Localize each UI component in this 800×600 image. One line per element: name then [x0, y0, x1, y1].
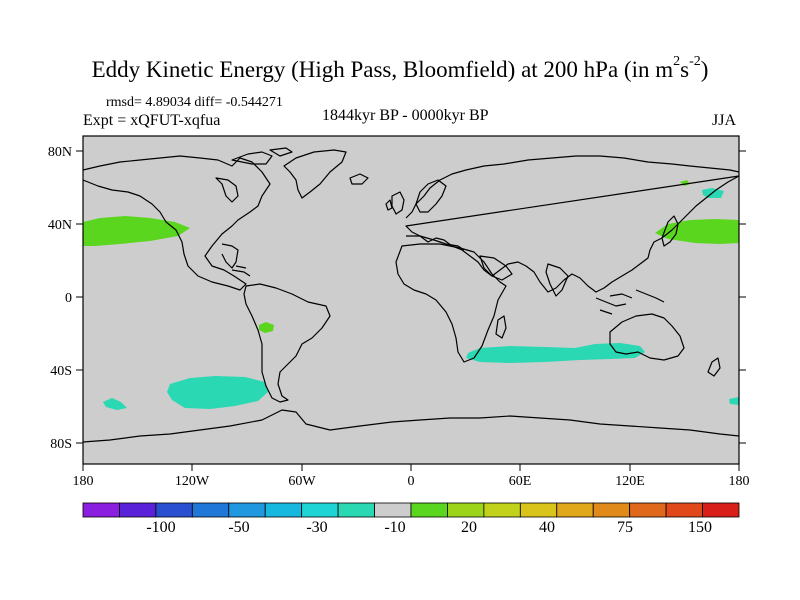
positive-patch-peru [259, 322, 274, 333]
colorbar-cell [301, 502, 339, 518]
chart-title: Eddy Kinetic Energy (High Pass, Bloomfie… [91, 54, 709, 82]
colorbar-cell [702, 502, 740, 518]
coast-caribbean [231, 265, 251, 277]
negative-patch-southeast-pacific-edge [729, 397, 739, 405]
coast-iceland [349, 173, 369, 185]
season-label: JJA [712, 112, 737, 129]
colorbar-cell [556, 502, 594, 518]
colorbar-cell [374, 502, 412, 518]
coastlines [82, 147, 740, 443]
colorbar-label: -30 [306, 519, 328, 536]
colorbar-label: -50 [228, 519, 250, 536]
lat-label: 80S [50, 437, 72, 452]
coast-arctic-islands [231, 147, 293, 165]
colorbar-label: 150 [688, 519, 712, 536]
lat-label: 40S [50, 364, 72, 379]
coast-scandinavia [415, 179, 447, 213]
colorbar-cell [119, 502, 157, 518]
colorbar-cell [82, 502, 120, 518]
latitude-axis: 80N 40N 0 40S 80S [48, 145, 746, 452]
coast-hudson-bay [215, 177, 239, 203]
experiment-label: Expt = xQFUT-xqfua [83, 112, 221, 129]
lon-label: 120W [175, 474, 210, 489]
negative-patch-southwest-pacific [103, 398, 127, 410]
lon-label: 60E [509, 474, 532, 489]
lon-label: 60W [288, 474, 316, 489]
coast-africa [395, 243, 507, 363]
colorbar-cell [410, 502, 448, 518]
colorbar-cell [447, 502, 485, 518]
coast-mediterranean [406, 235, 465, 251]
negative-patch-south-pacific [167, 376, 268, 409]
coast-japan [661, 215, 679, 247]
colorbar-cell [337, 502, 375, 518]
coast-new-zealand [707, 357, 721, 377]
rmsd-diff-text: rmsd= 4.89034 diff= -0.544271 [106, 95, 283, 110]
colorbar-cell [483, 502, 521, 518]
colorbar-label: -10 [384, 519, 406, 536]
lon-label: 0 [408, 474, 415, 489]
coast-south-america [243, 283, 331, 403]
colorbar-label: 40 [539, 519, 555, 536]
coast-madagascar [495, 315, 507, 339]
negative-patch-southern-indian [466, 343, 645, 363]
coast-florida-gulf [221, 243, 239, 269]
coast-british-isles [385, 191, 405, 215]
colorbar-cell [629, 502, 667, 518]
colorbar-cell [665, 502, 703, 518]
colorbar-cell [155, 502, 193, 518]
colorbar-label: -100 [146, 519, 176, 536]
coast-antarctica [82, 409, 740, 443]
time-period-label: 1844kyr BP - 0000kyr BP [322, 107, 489, 124]
coast-australia [609, 313, 685, 361]
colorbar-cell [519, 502, 558, 518]
colorbar-label: 20 [461, 519, 477, 536]
colorbar-cell [228, 502, 266, 518]
colorbar-cell [264, 502, 303, 518]
colorbar-cell [592, 502, 631, 518]
lon-label: 180 [729, 474, 750, 489]
coast-southeast-asia-islands [595, 289, 665, 315]
positive-patch-north-pacific-east [83, 216, 190, 246]
lon-label: 180 [73, 474, 94, 489]
lat-label: 80N [48, 145, 72, 160]
lat-label: 0 [65, 291, 72, 306]
map-panel [83, 136, 739, 464]
longitude-axis: 180 120W 60W 0 60E 120E 180 [73, 464, 750, 489]
lat-label: 40N [48, 218, 72, 233]
coast-north-america [82, 155, 271, 291]
coast-india [545, 263, 569, 297]
coast-arabia [479, 255, 513, 281]
coast-greenland [283, 149, 347, 199]
lon-label: 120E [615, 474, 645, 489]
colorbar [82, 502, 740, 518]
colorbar-cell [191, 502, 230, 518]
colorbar-label: 75 [617, 519, 633, 536]
